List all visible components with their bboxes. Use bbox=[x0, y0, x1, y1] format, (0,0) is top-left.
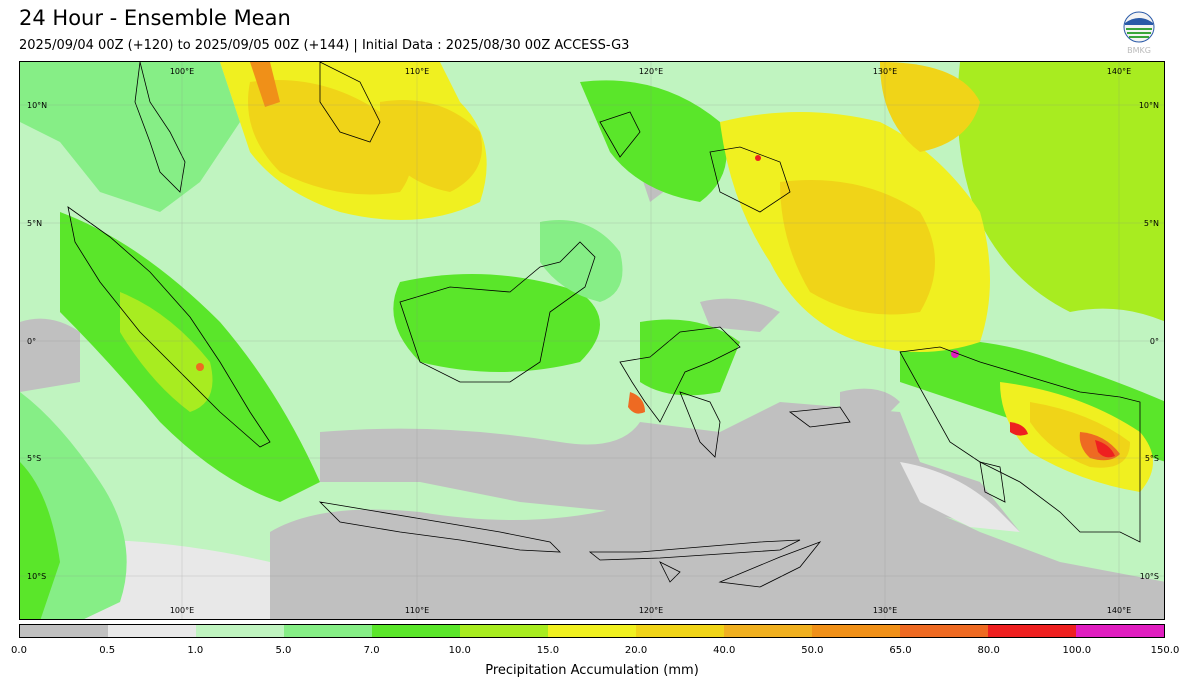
colorbar-segment bbox=[108, 625, 196, 637]
lat-label-left: 5°N bbox=[27, 219, 42, 228]
lon-label-bottom: 130°E bbox=[873, 606, 897, 615]
colorbar-tick-label: 1.0 bbox=[187, 645, 204, 656]
lat-label-left: 10°N bbox=[27, 101, 47, 110]
colorbar-segment bbox=[900, 625, 988, 637]
lon-label-bottom: 100°E bbox=[170, 606, 194, 615]
colorbar-segment bbox=[372, 625, 460, 637]
colorbar-segment bbox=[460, 625, 548, 637]
lon-label-top: 120°E bbox=[639, 67, 663, 76]
lat-label-right: 10°N bbox=[1139, 101, 1159, 110]
colorbar-tick-label: 40.0 bbox=[713, 645, 736, 656]
colorbar-segment bbox=[1076, 625, 1164, 637]
coastlines bbox=[67, 62, 1141, 588]
lon-label-top: 140°E bbox=[1107, 67, 1131, 76]
colorbar-tick-label: 15.0 bbox=[536, 645, 560, 656]
lon-label-top: 110°E bbox=[405, 67, 429, 76]
lat-label-left: 0° bbox=[27, 337, 36, 346]
colorbar-segment bbox=[284, 625, 372, 637]
colorbar-tick-label: 50.0 bbox=[801, 645, 824, 656]
colorbar-tick-label: 0.0 bbox=[11, 645, 27, 656]
lon-label-bottom: 110°E bbox=[405, 606, 429, 615]
map-title: 24 Hour - Ensemble Mean bbox=[19, 6, 291, 30]
colorbar-ticks: 0.0 0.5 1.0 5.0 7.0 10.0 15.0 20.0 40.0 50.0 65.0 8… bbox=[11, 645, 1179, 657]
colorbar-segment bbox=[196, 625, 284, 637]
gridlines bbox=[20, 62, 1164, 619]
colorbar-tick-label: 80.0 bbox=[977, 645, 1000, 656]
lat-label-right: 10°S bbox=[1140, 572, 1159, 581]
colorbar-tick-label: 10.0 bbox=[448, 645, 471, 656]
map-subtitle: 2025/09/04 00Z (+120) to 2025/09/05 00Z … bbox=[19, 38, 630, 53]
colorbar-segment bbox=[988, 625, 1076, 637]
colorbar-segment bbox=[20, 625, 108, 637]
lon-label-top: 130°E bbox=[873, 67, 897, 76]
colorbar-tick-label: 100.0 bbox=[1062, 645, 1092, 656]
colorbar-segment bbox=[636, 625, 724, 637]
lon-label-bottom: 140°E bbox=[1107, 606, 1131, 615]
lat-label-left: 10°S bbox=[27, 572, 46, 581]
colorbar-segment bbox=[548, 625, 636, 637]
colorbar-tick-label: 150.0 bbox=[1150, 645, 1180, 656]
colorbar-tick-label: 65.0 bbox=[889, 645, 912, 656]
lat-label-right: 5°N bbox=[1144, 219, 1159, 228]
colorbar-tick-label: 7.0 bbox=[363, 645, 380, 656]
map-canvas: 100°E 110°E 120°E 130°E 140°E 100°E 110°… bbox=[20, 62, 1164, 619]
rain-field-medium bbox=[20, 62, 240, 212]
colorbar-tick-label: 20.0 bbox=[624, 645, 648, 656]
logo-text: BMKG bbox=[1127, 46, 1151, 55]
lat-label-right: 0° bbox=[1150, 337, 1159, 346]
bmkg-logo: BMKG bbox=[1120, 11, 1158, 55]
colorbar-label: Precipitation Accumulation (mm) bbox=[485, 663, 699, 678]
lat-label-right: 5°S bbox=[1145, 454, 1159, 463]
colorbar-tick-label: 5.0 bbox=[275, 645, 292, 656]
colorbar bbox=[19, 624, 1165, 638]
lon-label-top: 100°E bbox=[170, 67, 194, 76]
dry-zone-java-sea bbox=[320, 402, 1020, 532]
colorbar-segment bbox=[724, 625, 812, 637]
colorbar-segment bbox=[812, 625, 900, 637]
lat-label-left: 5°S bbox=[27, 454, 41, 463]
precipitation-map: 100°E 110°E 120°E 130°E 140°E 100°E 110°… bbox=[19, 61, 1165, 620]
lon-label-bottom: 120°E bbox=[639, 606, 663, 615]
colorbar-tick-label: 0.5 bbox=[99, 645, 116, 656]
